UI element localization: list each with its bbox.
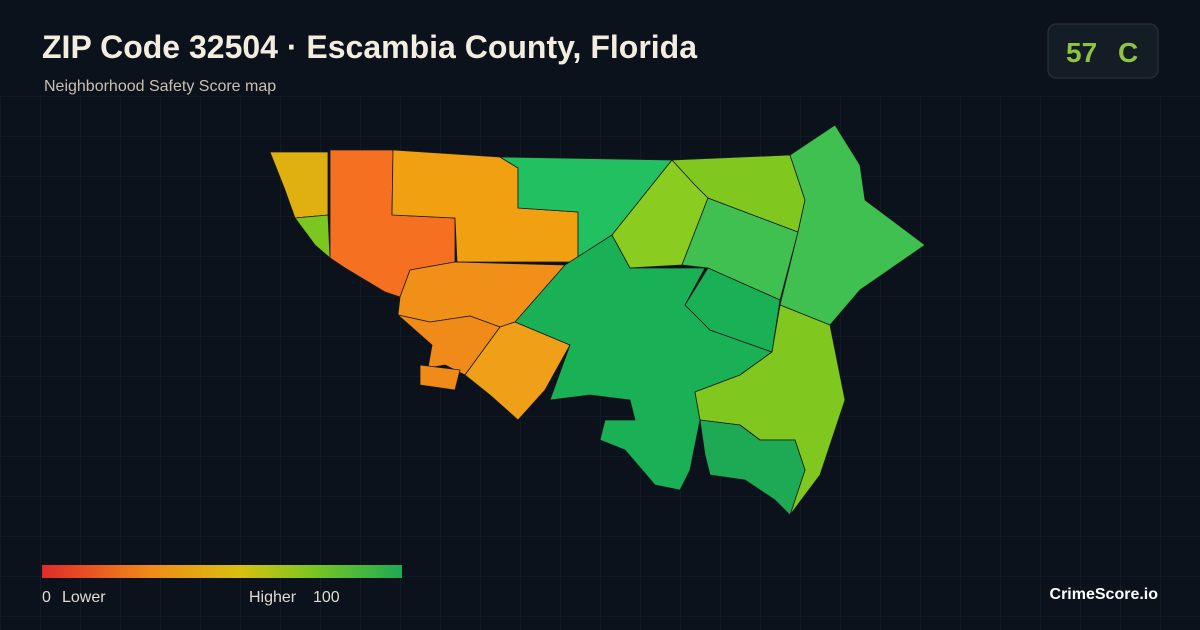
region xyxy=(684,267,781,353)
region xyxy=(699,419,806,516)
score-grade: C xyxy=(1118,37,1138,68)
map xyxy=(269,124,926,516)
legend-min: 0 xyxy=(42,589,51,606)
score-value: 57 xyxy=(1066,37,1097,68)
region xyxy=(514,234,773,491)
region xyxy=(779,124,926,326)
brand: CrimeScore.io xyxy=(1050,586,1159,603)
legend-bar xyxy=(42,565,402,578)
legend-min-label: Lower xyxy=(62,589,106,606)
legend-max-label: Higher xyxy=(249,589,297,606)
subtitle: Neighborhood Safety Score map xyxy=(44,78,276,95)
title: ZIP Code 32504 · Escambia County, Florid… xyxy=(42,29,697,65)
score-box xyxy=(1047,23,1159,79)
region xyxy=(419,364,461,391)
legend-max: 100 xyxy=(313,589,340,606)
